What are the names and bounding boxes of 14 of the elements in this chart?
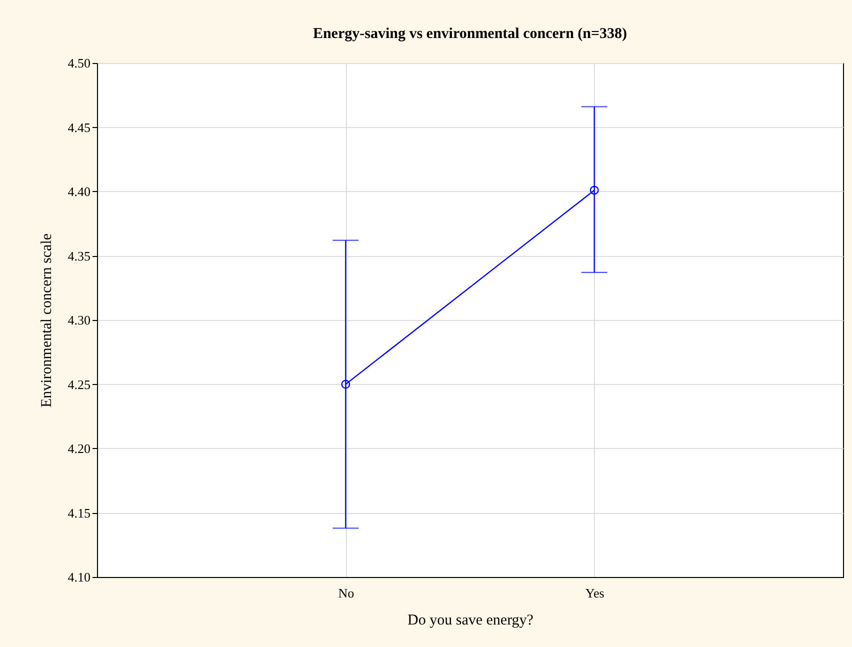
y-tick-label: 4.40 <box>68 184 90 199</box>
x-tick-label: Yes <box>585 586 604 600</box>
y-axis-title: Environmental concern scale <box>38 233 55 408</box>
y-tick-label: 4.25 <box>68 376 90 392</box>
y-tick-label: 4.35 <box>68 248 90 264</box>
y-tick-label: 4.45 <box>68 120 90 135</box>
y-tick-label: 4.50 <box>68 56 90 70</box>
x-tick-label: No <box>338 586 354 600</box>
x-axis-title: Do you save energy? <box>408 612 534 628</box>
y-tick-label: 4.20 <box>68 441 90 456</box>
y-tick-label: 4.10 <box>68 570 90 584</box>
chart-title: Energy-saving vs environmental concern (n=338) <box>312 26 628 42</box>
y-tick-label: 4.15 <box>68 505 90 520</box>
y-tick-label: 4.30 <box>68 312 90 328</box>
